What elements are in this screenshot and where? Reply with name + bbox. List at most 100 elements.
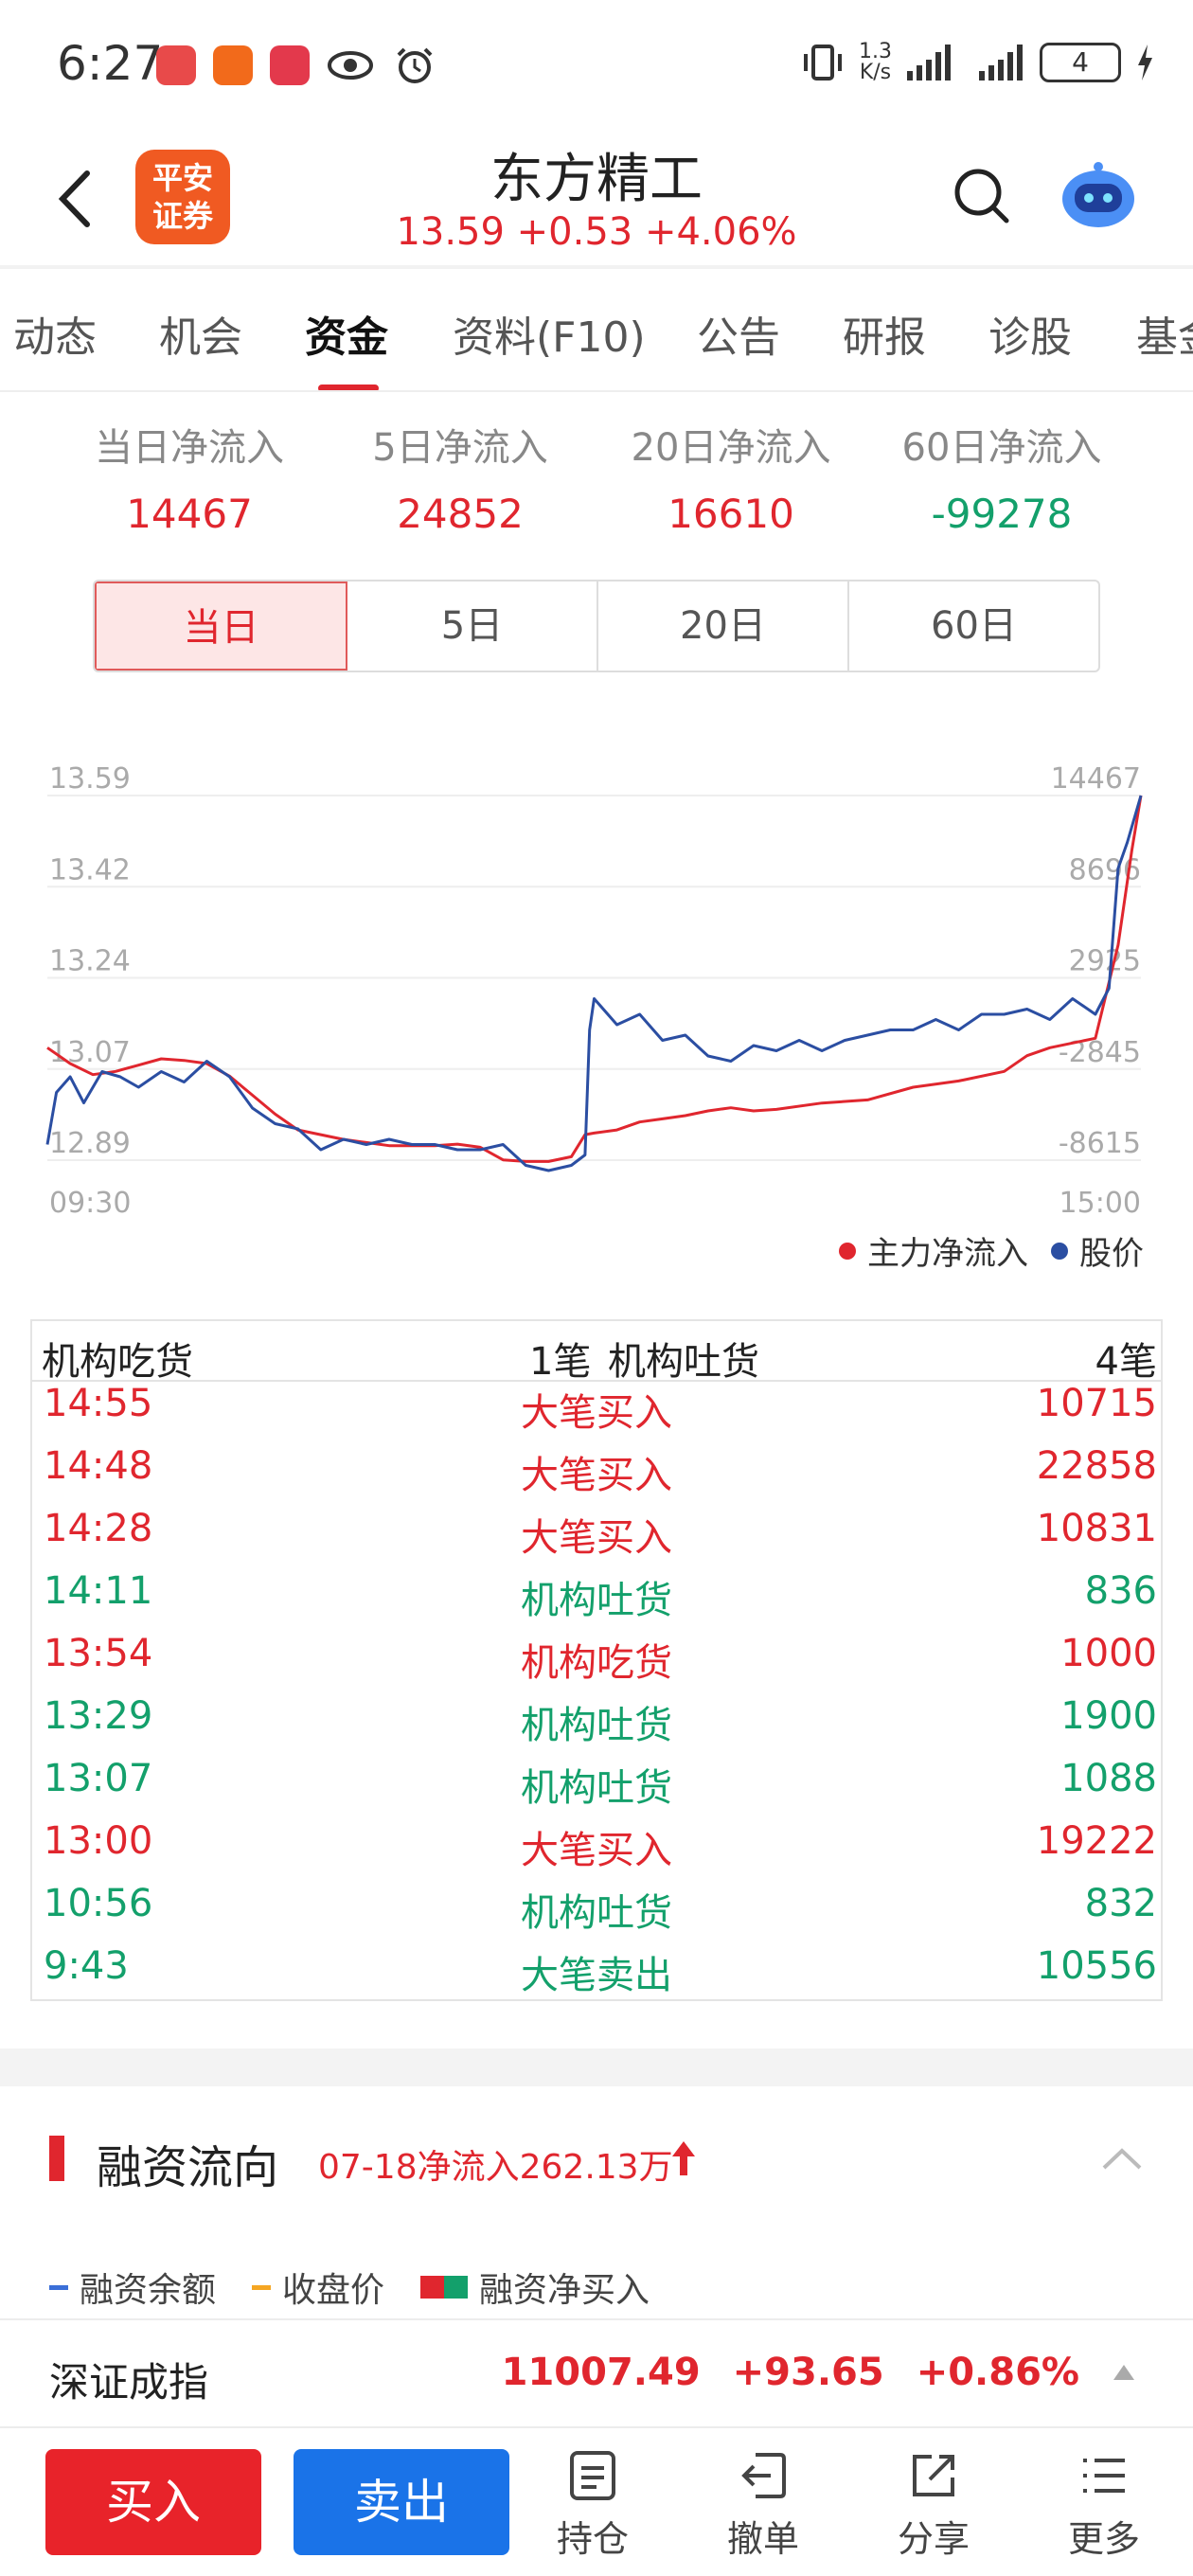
header-separator bbox=[0, 265, 1193, 269]
trade-time: 13:54 bbox=[44, 1632, 153, 1675]
search-icon[interactable] bbox=[952, 166, 1012, 226]
flow-value: 24852 bbox=[397, 491, 524, 537]
y-right-tick: 2925 bbox=[1069, 945, 1141, 978]
margin-legend-item: 融资余额 bbox=[49, 2263, 216, 2312]
y-left-tick: 13.07 bbox=[49, 1036, 131, 1069]
y-left-tick: 12.89 bbox=[49, 1127, 131, 1160]
trade-type: 机构吐货 bbox=[521, 1766, 672, 1810]
tab-1[interactable]: 机会 bbox=[159, 313, 242, 362]
holdings-icon bbox=[570, 2451, 615, 2500]
back-icon[interactable] bbox=[47, 166, 104, 232]
fund-flow-chart: 13.5913.4213.2413.0712.891446786962925-2… bbox=[45, 762, 1143, 1220]
index-value: 11007.49 bbox=[501, 2351, 701, 2394]
trade-type: 机构吐货 bbox=[521, 1891, 672, 1935]
period-button-2[interactable]: 20日 bbox=[598, 581, 849, 671]
share-button[interactable]: 分享 bbox=[877, 2449, 990, 2562]
legend-swatch bbox=[420, 2276, 469, 2299]
vibrate-icon bbox=[804, 45, 842, 80]
holdings-button[interactable]: 持仓 bbox=[536, 2449, 650, 2562]
y-left-tick: 13.24 bbox=[49, 945, 131, 978]
trade-volume: 1000 bbox=[1060, 1632, 1157, 1675]
period-button-3[interactable]: 60日 bbox=[931, 604, 1017, 648]
trade-type: 大笔买入 bbox=[521, 1516, 672, 1560]
trades-header: 机构吃货 1笔 机构吐货 4笔 bbox=[32, 1321, 1161, 1384]
trade-type: 机构吐货 bbox=[521, 1579, 672, 1622]
stock-header: 平安 证券 东方精工 13.59 +0.53 +4.06% bbox=[0, 133, 1193, 265]
tab-3[interactable]: 资料(F10) bbox=[453, 313, 646, 362]
chart-legend: 主力净流入 股价 bbox=[812, 1227, 1144, 1274]
header-inst-buy: 机构吃货 bbox=[42, 1340, 193, 1384]
tab-4[interactable]: 公告 bbox=[697, 313, 780, 362]
trade-volume: 10556 bbox=[1036, 1944, 1157, 1988]
active-tab-indicator bbox=[318, 385, 379, 392]
signal-icon bbox=[907, 45, 951, 80]
flow-item: 60日净流入 -99278 bbox=[860, 417, 1144, 537]
arrow-up-icon bbox=[672, 2141, 695, 2175]
legend-main-flow: 主力净流入 bbox=[867, 1235, 1028, 1273]
table-row: 13:00 大笔买入 19222 bbox=[32, 1819, 1161, 1882]
sell-button[interactable]: 卖出 bbox=[294, 2449, 509, 2555]
cancel-order-icon bbox=[741, 2453, 786, 2498]
trade-volume: 22858 bbox=[1036, 1444, 1157, 1488]
table-row: 10:56 机构吐货 832 bbox=[32, 1882, 1161, 1944]
index-name: 深证成指 bbox=[49, 2359, 209, 2406]
table-row: 13:07 机构吐货 1088 bbox=[32, 1757, 1161, 1819]
trade-volume: 836 bbox=[1084, 1569, 1157, 1613]
buy-button[interactable]: 买入 bbox=[45, 2449, 261, 2555]
tab-2[interactable]: 资金 bbox=[305, 313, 388, 362]
signal-icon-2 bbox=[979, 45, 1023, 80]
broker-logo[interactable]: 平安 证券 bbox=[135, 150, 230, 244]
period-button-0[interactable]: 当日 bbox=[95, 581, 347, 671]
more-button[interactable]: 更多 bbox=[1047, 2449, 1161, 2562]
tab-6[interactable]: 诊股 bbox=[988, 313, 1072, 362]
stock-quote: 13.59 +0.53 +4.06% bbox=[396, 210, 797, 254]
flow-label: 当日净流入 bbox=[95, 426, 284, 470]
huawei-app-icon bbox=[156, 45, 196, 85]
stock-name: 东方精工 bbox=[490, 149, 703, 210]
more-icon bbox=[1083, 2459, 1125, 2493]
trade-type: 机构吐货 bbox=[521, 1704, 672, 1747]
chevron-up-icon[interactable] bbox=[1098, 2139, 1146, 2177]
trade-time: 10:56 bbox=[44, 1882, 153, 1925]
table-row: 13:54 机构吃货 1000 bbox=[32, 1632, 1161, 1694]
flow-label: 60日净流入 bbox=[901, 426, 1102, 470]
more-label: 更多 bbox=[1067, 2518, 1140, 2560]
section-separator bbox=[0, 2048, 1193, 2086]
trade-time: 13:07 bbox=[44, 1757, 153, 1800]
y-left-tick: 13.42 bbox=[49, 853, 131, 886]
status-bar: 6:27 1.3 K/s 4 bbox=[0, 0, 1193, 133]
flow-label: 20日净流入 bbox=[631, 426, 831, 470]
table-row: 9:43 大笔卖出 10556 bbox=[32, 1944, 1161, 2007]
index-ticker[interactable]: 深证成指 11007.49 +93.65 +0.86% bbox=[0, 2318, 1193, 2428]
triangle-up-icon[interactable] bbox=[1112, 2363, 1136, 2382]
margin-flow-summary: 07-18净流入262.13万 bbox=[318, 2148, 673, 2187]
trade-time: 14:28 bbox=[44, 1507, 153, 1550]
flow-item: 20日净流入 16610 bbox=[589, 417, 873, 537]
trade-time: 13:00 bbox=[44, 1819, 153, 1863]
status-indicators: 1.3 K/s 4 bbox=[800, 42, 1155, 83]
cancel-order-button[interactable]: 撤单 bbox=[706, 2449, 820, 2562]
header-inst-sell-count: 4笔 bbox=[1095, 1340, 1157, 1384]
holdings-label: 持仓 bbox=[556, 2518, 629, 2560]
table-row: 14:48 大笔买入 22858 bbox=[32, 1444, 1161, 1507]
index-pct: +0.86% bbox=[916, 2351, 1079, 2394]
y-right-tick: -2845 bbox=[1059, 1036, 1141, 1069]
legend-swatch bbox=[49, 2284, 68, 2290]
period-button-1[interactable]: 5日 bbox=[347, 581, 598, 671]
tab-5[interactable]: 研报 bbox=[843, 313, 926, 362]
tab-7[interactable]: 基金 bbox=[1136, 313, 1193, 362]
cancel-order-label: 撤单 bbox=[726, 2518, 799, 2560]
flow-item: 5日净流入 24852 bbox=[318, 417, 602, 537]
section-marker bbox=[49, 2136, 64, 2181]
header-inst-buy-count: 1笔 bbox=[529, 1340, 592, 1384]
y-right-tick: -8615 bbox=[1059, 1127, 1141, 1160]
robot-assistant-icon[interactable] bbox=[1056, 157, 1141, 233]
trade-type: 大笔买入 bbox=[521, 1391, 672, 1435]
tab-0[interactable]: 动态 bbox=[13, 313, 97, 362]
legend-label: 融资余额 bbox=[80, 2271, 217, 2310]
share-label: 分享 bbox=[897, 2518, 970, 2560]
legend-label: 融资净买入 bbox=[479, 2271, 650, 2310]
x-tick-start: 09:30 bbox=[49, 1187, 131, 1220]
trade-type: 大笔买入 bbox=[521, 1829, 672, 1872]
price-series-line bbox=[45, 795, 1143, 1172]
